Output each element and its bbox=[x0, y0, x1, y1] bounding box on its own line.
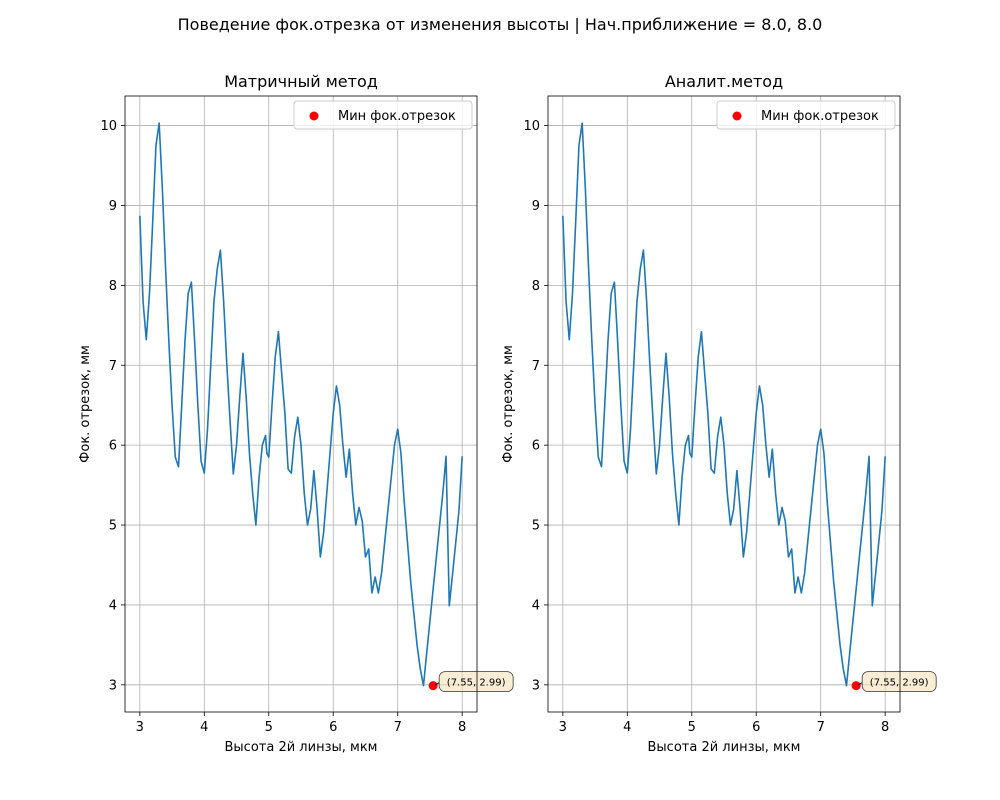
y-tick-label: 7 bbox=[109, 359, 117, 374]
min-point-marker bbox=[851, 681, 861, 691]
x-tick-label: 8 bbox=[458, 720, 466, 735]
chart-panel-1: (7.55, 2.99) 3 4 5 6 7 8 3 4 5 6 7 8 9 10 Матричный мет… bbox=[78, 72, 514, 755]
annotation-box bbox=[438, 671, 514, 693]
y-axis-label: Фок. отрезок, мм bbox=[78, 345, 93, 463]
series-line bbox=[139, 122, 463, 687]
y-tick-label: 3 bbox=[109, 678, 117, 693]
axes-frame bbox=[124, 95, 478, 713]
figure-suptitle: Поведение фок.отрезка от изменения высот… bbox=[178, 15, 823, 34]
x-tick-label: 3 bbox=[559, 720, 567, 735]
chart-panel-2: (7.55, 2.99) 3 4 5 6 7 8 3 4 5 6 7 8 9 10 Аналит.метод В… bbox=[501, 72, 937, 755]
x-tick-label: 3 bbox=[136, 720, 144, 735]
x-tick-label: 5 bbox=[265, 720, 273, 735]
annotation-label: (7.55, 2.99) bbox=[870, 678, 929, 689]
y-tick-label: 8 bbox=[532, 279, 540, 294]
y-tick-label: 9 bbox=[109, 199, 117, 214]
series-line bbox=[562, 122, 886, 687]
x-tick-label: 7 bbox=[817, 720, 825, 735]
x-tick-label: 8 bbox=[881, 720, 889, 735]
legend-frame bbox=[716, 100, 896, 130]
annotation-arrow bbox=[434, 682, 440, 686]
y-tick-label: 7 bbox=[532, 359, 540, 374]
x-axis-label: Высота 2й линзы, мкм bbox=[225, 740, 378, 755]
y-tick-label: 10 bbox=[523, 119, 540, 134]
y-tick-label: 8 bbox=[109, 279, 117, 294]
annotation-arrow bbox=[857, 682, 863, 686]
legend-entry: Мин фок.отрезок bbox=[761, 109, 879, 124]
legend-frame bbox=[293, 100, 473, 130]
x-tick-label: 4 bbox=[623, 720, 631, 735]
legend: Мин фок.отрезок bbox=[716, 100, 896, 130]
x-tick-label: 6 bbox=[752, 720, 760, 735]
legend-entry: Мин фок.отрезок bbox=[338, 109, 456, 124]
y-tick-label: 10 bbox=[100, 119, 117, 134]
annotation-label: (7.55, 2.99) bbox=[447, 678, 506, 689]
x-tick-label: 4 bbox=[200, 720, 208, 735]
chart-title: Аналит.метод bbox=[665, 72, 783, 91]
x-tick-label: 6 bbox=[329, 720, 337, 735]
y-tick-label: 9 bbox=[532, 199, 540, 214]
chart-title: Матричный метод bbox=[224, 72, 378, 91]
y-tick-label: 6 bbox=[109, 439, 117, 454]
y-tick-label: 5 bbox=[109, 519, 117, 534]
y-tick-label: 6 bbox=[532, 439, 540, 454]
x-tick-label: 5 bbox=[688, 720, 696, 735]
x-axis-label: Высота 2й линзы, мкм bbox=[648, 740, 801, 755]
x-tick-label: 7 bbox=[394, 720, 402, 735]
legend: Мин фок.отрезок bbox=[293, 100, 473, 130]
min-point-marker bbox=[428, 681, 438, 691]
axes-frame bbox=[547, 95, 901, 713]
annotation-box bbox=[861, 671, 937, 693]
y-tick-label: 4 bbox=[109, 598, 117, 613]
y-axis-label: Фок. отрезок, мм bbox=[501, 345, 516, 463]
y-tick-label: 4 bbox=[532, 598, 540, 613]
legend-marker bbox=[732, 111, 742, 121]
y-tick-label: 5 bbox=[532, 519, 540, 534]
y-tick-label: 3 bbox=[532, 678, 540, 693]
legend-marker bbox=[309, 111, 319, 121]
